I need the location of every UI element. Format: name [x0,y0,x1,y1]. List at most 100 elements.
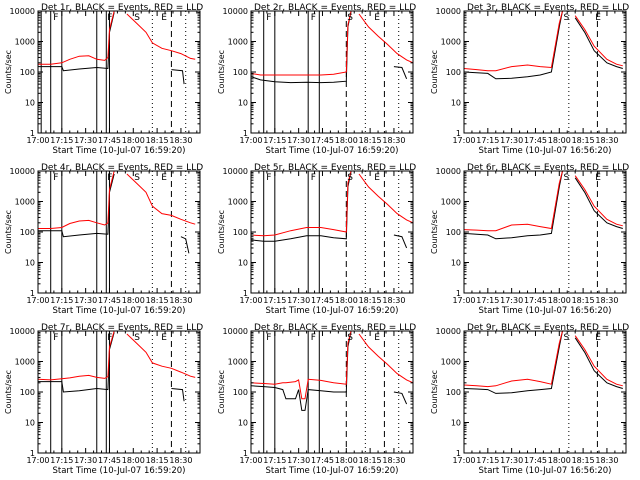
flag-tag-label: F [107,13,112,23]
panel-title: Det 7r, BLACK = Events, RED = LLD [41,323,203,333]
y-tick-label: 1 [456,449,461,458]
y-tick-label: 10 [25,99,35,108]
flag-tag-label: F [266,173,271,183]
x-tick-label: 17:15 [263,456,286,465]
x-tick-label: 17:15 [476,456,499,465]
y-tick-label: 10 [25,419,35,428]
x-tick-label: 17:00 [26,296,49,305]
x-tick-label: 18:30 [382,136,405,145]
x-axis-label: Start Time (10-Jul-07 16:59:20) [266,466,399,476]
x-tick-label: 18:00 [548,296,571,305]
y-tick-label: 1000 [228,198,248,207]
series-events-line [574,337,623,389]
y-tick-label: 1000 [15,198,35,207]
x-tick-label: 17:00 [239,296,262,305]
flag-tag-label: E [374,13,380,23]
x-tick-label: 18:30 [595,136,618,145]
x-tick-label: 17:30 [74,456,97,465]
x-tick-label: 17:00 [452,296,475,305]
x-tick-label: 18:30 [169,456,192,465]
y-tick-label: 100 [446,228,461,237]
flag-tag-label: S [563,173,569,183]
y-tick-label: 1 [456,129,461,138]
flag-tag-label: E [374,173,380,183]
series-lld-line [126,173,196,225]
x-axis-label: Start Time (10-Jul-07 16:56:20) [479,306,612,316]
panel-data-area [464,11,623,133]
x-tick-label: 17:45 [524,456,547,465]
panel-data-area [251,11,413,133]
series-events-line [180,236,190,254]
y-tick-label: 1 [456,289,461,298]
series-lld-line [358,333,413,384]
x-tick-label: 17:15 [50,136,73,145]
y-tick-label: 1 [243,289,248,298]
panel-title: Det 1r, BLACK = Events, RED = LLD [41,3,203,13]
flag-tag-label: F [53,13,58,23]
series-lld-line [251,171,352,237]
series-events-line [464,171,563,240]
x-tick-label: 17:30 [500,456,523,465]
x-tick-label: 17:45 [311,136,334,145]
panel-data-area [38,331,196,453]
panel-title: Det 3r, BLACK = Events, RED = LLD [467,3,629,13]
flag-tag-label: F [311,333,316,343]
flag-tag-label: E [161,333,167,343]
y-axis-label: Counts/sec [217,210,226,254]
y-tick-label: 10000 [10,327,35,336]
y-tick-label: 10 [25,259,35,268]
panel-data-area [251,331,413,453]
y-tick-label: 10 [451,99,461,108]
panel-title: Det 9r, BLACK = Events, RED = LLD [467,323,629,333]
y-tick-label: 1 [243,129,248,138]
x-tick-label: 17:00 [239,136,262,145]
panel-data-area [38,171,196,293]
y-tick-label: 1 [30,129,35,138]
x-tick-label: 18:00 [335,136,358,145]
flag-tag-label: S [563,13,569,23]
y-tick-label: 10 [451,419,461,428]
series-lld-line [126,13,196,60]
x-tick-label: 18:15 [146,136,169,145]
flag-tag-label: F [53,173,58,183]
x-tick-label: 18:30 [169,136,192,145]
y-tick-label: 10000 [436,7,461,16]
x-tick-label: 17:45 [524,136,547,145]
panel-data-area [38,11,196,133]
y-tick-label: 100 [20,388,35,397]
x-tick-label: 18:00 [122,456,145,465]
x-tick-label: 18:00 [335,456,358,465]
x-tick-label: 17:30 [500,296,523,305]
x-tick-label: 18:15 [359,136,382,145]
series-lld-line [251,11,352,76]
x-tick-label: 18:30 [595,296,618,305]
x-tick-label: 18:30 [595,456,618,465]
y-tick-label: 100 [20,228,35,237]
flag-tag-label: F [311,173,316,183]
x-tick-label: 17:15 [476,296,499,305]
x-tick-label: 17:30 [74,296,97,305]
series-lld-line [38,171,115,229]
series-lld-line [126,333,196,378]
panel-data-area [464,171,623,293]
y-tick-label: 1 [30,289,35,298]
y-tick-label: 10000 [10,167,35,176]
x-tick-label: 18:30 [382,296,405,305]
y-tick-label: 1000 [441,38,461,47]
series-lld-line [38,331,115,381]
flag-tag-label: E [374,333,380,343]
x-tick-label: 17:45 [98,136,121,145]
panel-title: Det 6r, BLACK = Events, RED = LLD [467,163,629,173]
series-lld-line [358,173,413,224]
flag-tag-label: S [563,333,569,343]
y-tick-label: 10000 [436,167,461,176]
series-events-line [464,331,563,394]
flag-tag-label: F [311,13,316,23]
x-tick-label: 17:30 [74,136,97,145]
y-tick-label: 100 [233,68,248,77]
y-tick-label: 100 [233,388,248,397]
